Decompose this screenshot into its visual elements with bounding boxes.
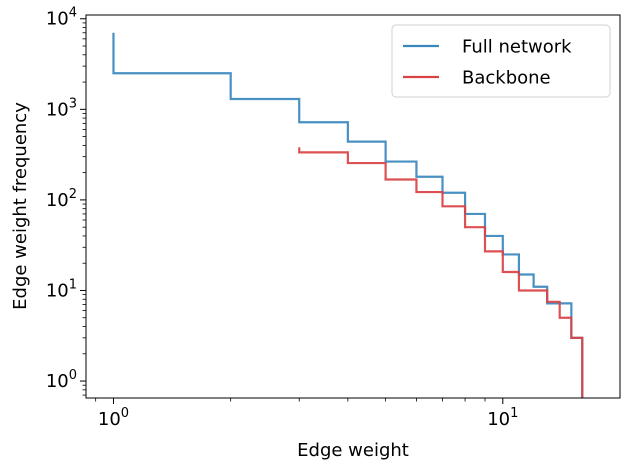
y-tick-label: 101 [46, 277, 77, 301]
x-tick-label: 100 [98, 406, 129, 430]
x-tick-label: 101 [487, 406, 518, 430]
series-line-backbone [298, 147, 584, 398]
y-tick-label: 103 [46, 96, 77, 120]
y-tick-label-base: 10 [46, 280, 69, 301]
y-tick-label: 104 [46, 6, 77, 30]
series-layer [112, 32, 584, 398]
y-tick-label-base: 10 [46, 9, 69, 30]
plot-frame [85, 14, 621, 399]
x-tick-label-exponent: 0 [121, 406, 129, 421]
y-tick-label-exponent: 1 [69, 277, 77, 292]
legend: Full network Backbone [391, 24, 611, 98]
y-tick-label-exponent: 2 [69, 187, 77, 202]
y-tick-label: 100 [46, 368, 77, 392]
y-tick-label: 102 [46, 187, 77, 211]
legend-label-backbone: Backbone [462, 68, 551, 89]
y-axis-label: Edge weight frequency [10, 102, 31, 310]
y-tick-label-base: 10 [46, 190, 69, 211]
x-axis-label: Edge weight [297, 440, 409, 461]
y-tick-label-exponent: 3 [69, 96, 77, 111]
y-tick-label-exponent: 4 [69, 6, 77, 21]
y-tick-label-base: 10 [46, 371, 69, 392]
legend-label-full-network: Full network [462, 37, 572, 58]
x-tick-label-base: 10 [98, 409, 121, 430]
x-tick-label-exponent: 1 [510, 406, 518, 421]
legend-box [391, 24, 611, 98]
x-tick-label-base: 10 [487, 409, 510, 430]
y-tick-label-base: 10 [46, 99, 69, 120]
y-tick-label-exponent: 0 [69, 368, 77, 383]
